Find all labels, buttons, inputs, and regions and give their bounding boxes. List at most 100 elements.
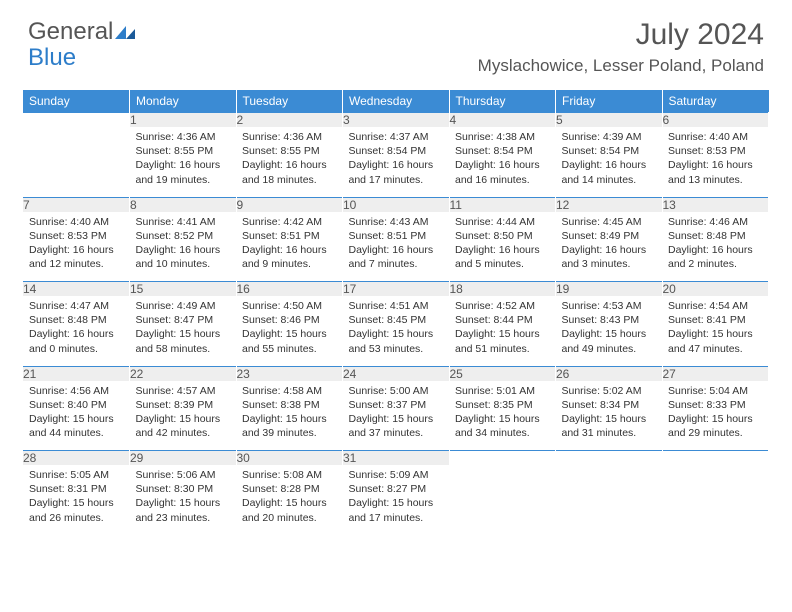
day-number [23, 113, 130, 128]
daylight-text: Daylight: 16 hours and 18 minutes. [242, 158, 337, 186]
day-number: 3 [343, 113, 450, 128]
sunrise-text: Sunrise: 4:40 AM [29, 215, 124, 229]
weekday-header: Thursday [449, 90, 556, 113]
logo-text-1: General [28, 18, 113, 46]
day-cell [449, 465, 556, 535]
daylight-text: Daylight: 15 hours and 26 minutes. [29, 496, 124, 524]
day-details: Sunrise: 4:36 AMSunset: 8:55 PMDaylight:… [130, 127, 237, 193]
day-details: Sunrise: 4:42 AMSunset: 8:51 PMDaylight:… [236, 212, 343, 278]
day-details: Sunrise: 4:54 AMSunset: 8:41 PMDaylight:… [662, 296, 769, 362]
day-cell: Sunrise: 5:01 AMSunset: 8:35 PMDaylight:… [449, 381, 556, 451]
sunrise-text: Sunrise: 5:00 AM [349, 384, 444, 398]
sunset-text: Sunset: 8:34 PM [562, 398, 657, 412]
day-cell: Sunrise: 4:56 AMSunset: 8:40 PMDaylight:… [23, 381, 130, 451]
sunset-text: Sunset: 8:55 PM [136, 144, 231, 158]
month-title: July 2024 [478, 18, 764, 52]
day-details: Sunrise: 4:37 AMSunset: 8:54 PMDaylight:… [343, 127, 450, 193]
day-details: Sunrise: 4:40 AMSunset: 8:53 PMDaylight:… [662, 127, 769, 193]
sunrise-text: Sunrise: 4:40 AM [668, 130, 763, 144]
sunset-text: Sunset: 8:53 PM [29, 229, 124, 243]
daylight-text: Daylight: 16 hours and 16 minutes. [455, 158, 550, 186]
day-number: 5 [556, 113, 663, 128]
day-cell: Sunrise: 4:54 AMSunset: 8:41 PMDaylight:… [662, 296, 769, 366]
daylight-text: Daylight: 16 hours and 12 minutes. [29, 243, 124, 271]
day-details: Sunrise: 4:58 AMSunset: 8:38 PMDaylight:… [236, 381, 343, 447]
day-number-row: 78910111213 [23, 197, 769, 212]
sunset-text: Sunset: 8:33 PM [668, 398, 763, 412]
day-number-row: 14151617181920 [23, 282, 769, 297]
day-cell: Sunrise: 5:04 AMSunset: 8:33 PMDaylight:… [662, 381, 769, 451]
sunset-text: Sunset: 8:50 PM [455, 229, 550, 243]
sunset-text: Sunset: 8:39 PM [136, 398, 231, 412]
sunset-text: Sunset: 8:28 PM [242, 482, 337, 496]
logo-icon [115, 23, 137, 41]
day-number: 6 [662, 113, 769, 128]
day-cell: Sunrise: 4:49 AMSunset: 8:47 PMDaylight:… [130, 296, 237, 366]
day-cell: Sunrise: 4:42 AMSunset: 8:51 PMDaylight:… [236, 212, 343, 282]
sunset-text: Sunset: 8:49 PM [562, 229, 657, 243]
sunset-text: Sunset: 8:40 PM [29, 398, 124, 412]
title-block: July 2024 Myslachowice, Lesser Poland, P… [478, 18, 764, 76]
sunrise-text: Sunrise: 5:01 AM [455, 384, 550, 398]
day-details: Sunrise: 5:05 AMSunset: 8:31 PMDaylight:… [23, 465, 130, 531]
day-details: Sunrise: 5:04 AMSunset: 8:33 PMDaylight:… [662, 381, 769, 447]
daylight-text: Daylight: 16 hours and 2 minutes. [668, 243, 763, 271]
day-details: Sunrise: 4:46 AMSunset: 8:48 PMDaylight:… [662, 212, 769, 278]
sunrise-text: Sunrise: 4:44 AM [455, 215, 550, 229]
sunrise-text: Sunrise: 4:56 AM [29, 384, 124, 398]
day-number: 21 [23, 366, 130, 381]
daylight-text: Daylight: 16 hours and 10 minutes. [136, 243, 231, 271]
weekday-header: Saturday [662, 90, 769, 113]
day-number [556, 451, 663, 466]
sunrise-text: Sunrise: 4:36 AM [242, 130, 337, 144]
week-row: Sunrise: 4:56 AMSunset: 8:40 PMDaylight:… [23, 381, 769, 451]
day-number: 20 [662, 282, 769, 297]
day-cell [556, 465, 663, 535]
day-number: 22 [130, 366, 237, 381]
weekday-header: Friday [556, 90, 663, 113]
sunrise-text: Sunrise: 4:50 AM [242, 299, 337, 313]
daylight-text: Daylight: 16 hours and 5 minutes. [455, 243, 550, 271]
day-details: Sunrise: 5:06 AMSunset: 8:30 PMDaylight:… [130, 465, 237, 531]
day-details: Sunrise: 5:02 AMSunset: 8:34 PMDaylight:… [556, 381, 663, 447]
day-cell: Sunrise: 4:36 AMSunset: 8:55 PMDaylight:… [236, 127, 343, 197]
day-details: Sunrise: 4:41 AMSunset: 8:52 PMDaylight:… [130, 212, 237, 278]
sunset-text: Sunset: 8:46 PM [242, 313, 337, 327]
weekday-header: Tuesday [236, 90, 343, 113]
day-cell: Sunrise: 4:57 AMSunset: 8:39 PMDaylight:… [130, 381, 237, 451]
weekday-header: Wednesday [343, 90, 450, 113]
day-details: Sunrise: 4:50 AMSunset: 8:46 PMDaylight:… [236, 296, 343, 362]
day-number: 11 [449, 197, 556, 212]
day-number-row: 21222324252627 [23, 366, 769, 381]
sunset-text: Sunset: 8:55 PM [242, 144, 337, 158]
day-number: 16 [236, 282, 343, 297]
day-details: Sunrise: 4:40 AMSunset: 8:53 PMDaylight:… [23, 212, 130, 278]
day-number: 13 [662, 197, 769, 212]
day-number: 10 [343, 197, 450, 212]
day-details: Sunrise: 4:36 AMSunset: 8:55 PMDaylight:… [236, 127, 343, 193]
day-cell: Sunrise: 4:40 AMSunset: 8:53 PMDaylight:… [662, 127, 769, 197]
day-details: Sunrise: 4:52 AMSunset: 8:44 PMDaylight:… [449, 296, 556, 362]
sunrise-text: Sunrise: 4:43 AM [349, 215, 444, 229]
day-details: Sunrise: 5:00 AMSunset: 8:37 PMDaylight:… [343, 381, 450, 447]
daylight-text: Daylight: 16 hours and 3 minutes. [562, 243, 657, 271]
daylight-text: Daylight: 15 hours and 39 minutes. [242, 412, 337, 440]
sunrise-text: Sunrise: 4:46 AM [668, 215, 763, 229]
sunrise-text: Sunrise: 4:49 AM [136, 299, 231, 313]
logo: General [28, 18, 137, 46]
day-cell: Sunrise: 5:06 AMSunset: 8:30 PMDaylight:… [130, 465, 237, 535]
sunset-text: Sunset: 8:30 PM [136, 482, 231, 496]
daylight-text: Daylight: 16 hours and 14 minutes. [562, 158, 657, 186]
location: Myslachowice, Lesser Poland, Poland [478, 56, 764, 76]
sunrise-text: Sunrise: 4:38 AM [455, 130, 550, 144]
sunset-text: Sunset: 8:51 PM [242, 229, 337, 243]
sunset-text: Sunset: 8:41 PM [668, 313, 763, 327]
daylight-text: Daylight: 15 hours and 29 minutes. [668, 412, 763, 440]
day-cell: Sunrise: 5:08 AMSunset: 8:28 PMDaylight:… [236, 465, 343, 535]
day-details: Sunrise: 5:08 AMSunset: 8:28 PMDaylight:… [236, 465, 343, 531]
day-details: Sunrise: 4:44 AMSunset: 8:50 PMDaylight:… [449, 212, 556, 278]
sunrise-text: Sunrise: 4:41 AM [136, 215, 231, 229]
sunset-text: Sunset: 8:37 PM [349, 398, 444, 412]
daylight-text: Daylight: 15 hours and 44 minutes. [29, 412, 124, 440]
sunrise-text: Sunrise: 4:52 AM [455, 299, 550, 313]
